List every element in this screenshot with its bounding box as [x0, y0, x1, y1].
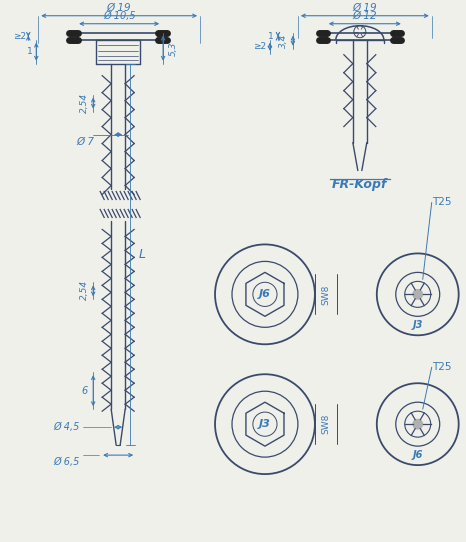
Text: ≥2: ≥2	[254, 42, 267, 51]
Text: 6: 6	[81, 386, 87, 396]
Text: SW8: SW8	[322, 284, 330, 305]
Text: L: L	[139, 248, 146, 261]
Text: J3: J3	[259, 419, 271, 429]
Text: 1: 1	[268, 32, 274, 41]
Circle shape	[412, 419, 423, 430]
Text: T25: T25	[432, 362, 451, 372]
Text: 5,3: 5,3	[169, 42, 178, 56]
Text: 3,4: 3,4	[280, 34, 288, 48]
Text: Ø 6,5: Ø 6,5	[53, 457, 79, 467]
Text: Ø 4,5: Ø 4,5	[53, 422, 79, 432]
Text: T25: T25	[432, 197, 451, 208]
Text: J6: J6	[412, 450, 423, 460]
Text: Ø 19: Ø 19	[107, 3, 131, 13]
Text: J3: J3	[412, 320, 423, 330]
Text: ≥2: ≥2	[13, 32, 26, 41]
Text: Ø 7: Ø 7	[76, 137, 94, 146]
Text: Ø 10,5: Ø 10,5	[103, 11, 136, 21]
Circle shape	[412, 289, 423, 300]
Text: 2,54: 2,54	[80, 93, 89, 113]
Text: 2,54: 2,54	[80, 280, 89, 300]
Text: FR-Kopf: FR-Kopf	[332, 178, 388, 190]
Text: Ø 19: Ø 19	[352, 3, 377, 13]
Text: J6: J6	[259, 289, 271, 299]
Text: Ø 12: Ø 12	[352, 11, 377, 21]
Text: 1: 1	[27, 47, 33, 56]
Text: SW8: SW8	[322, 414, 330, 434]
